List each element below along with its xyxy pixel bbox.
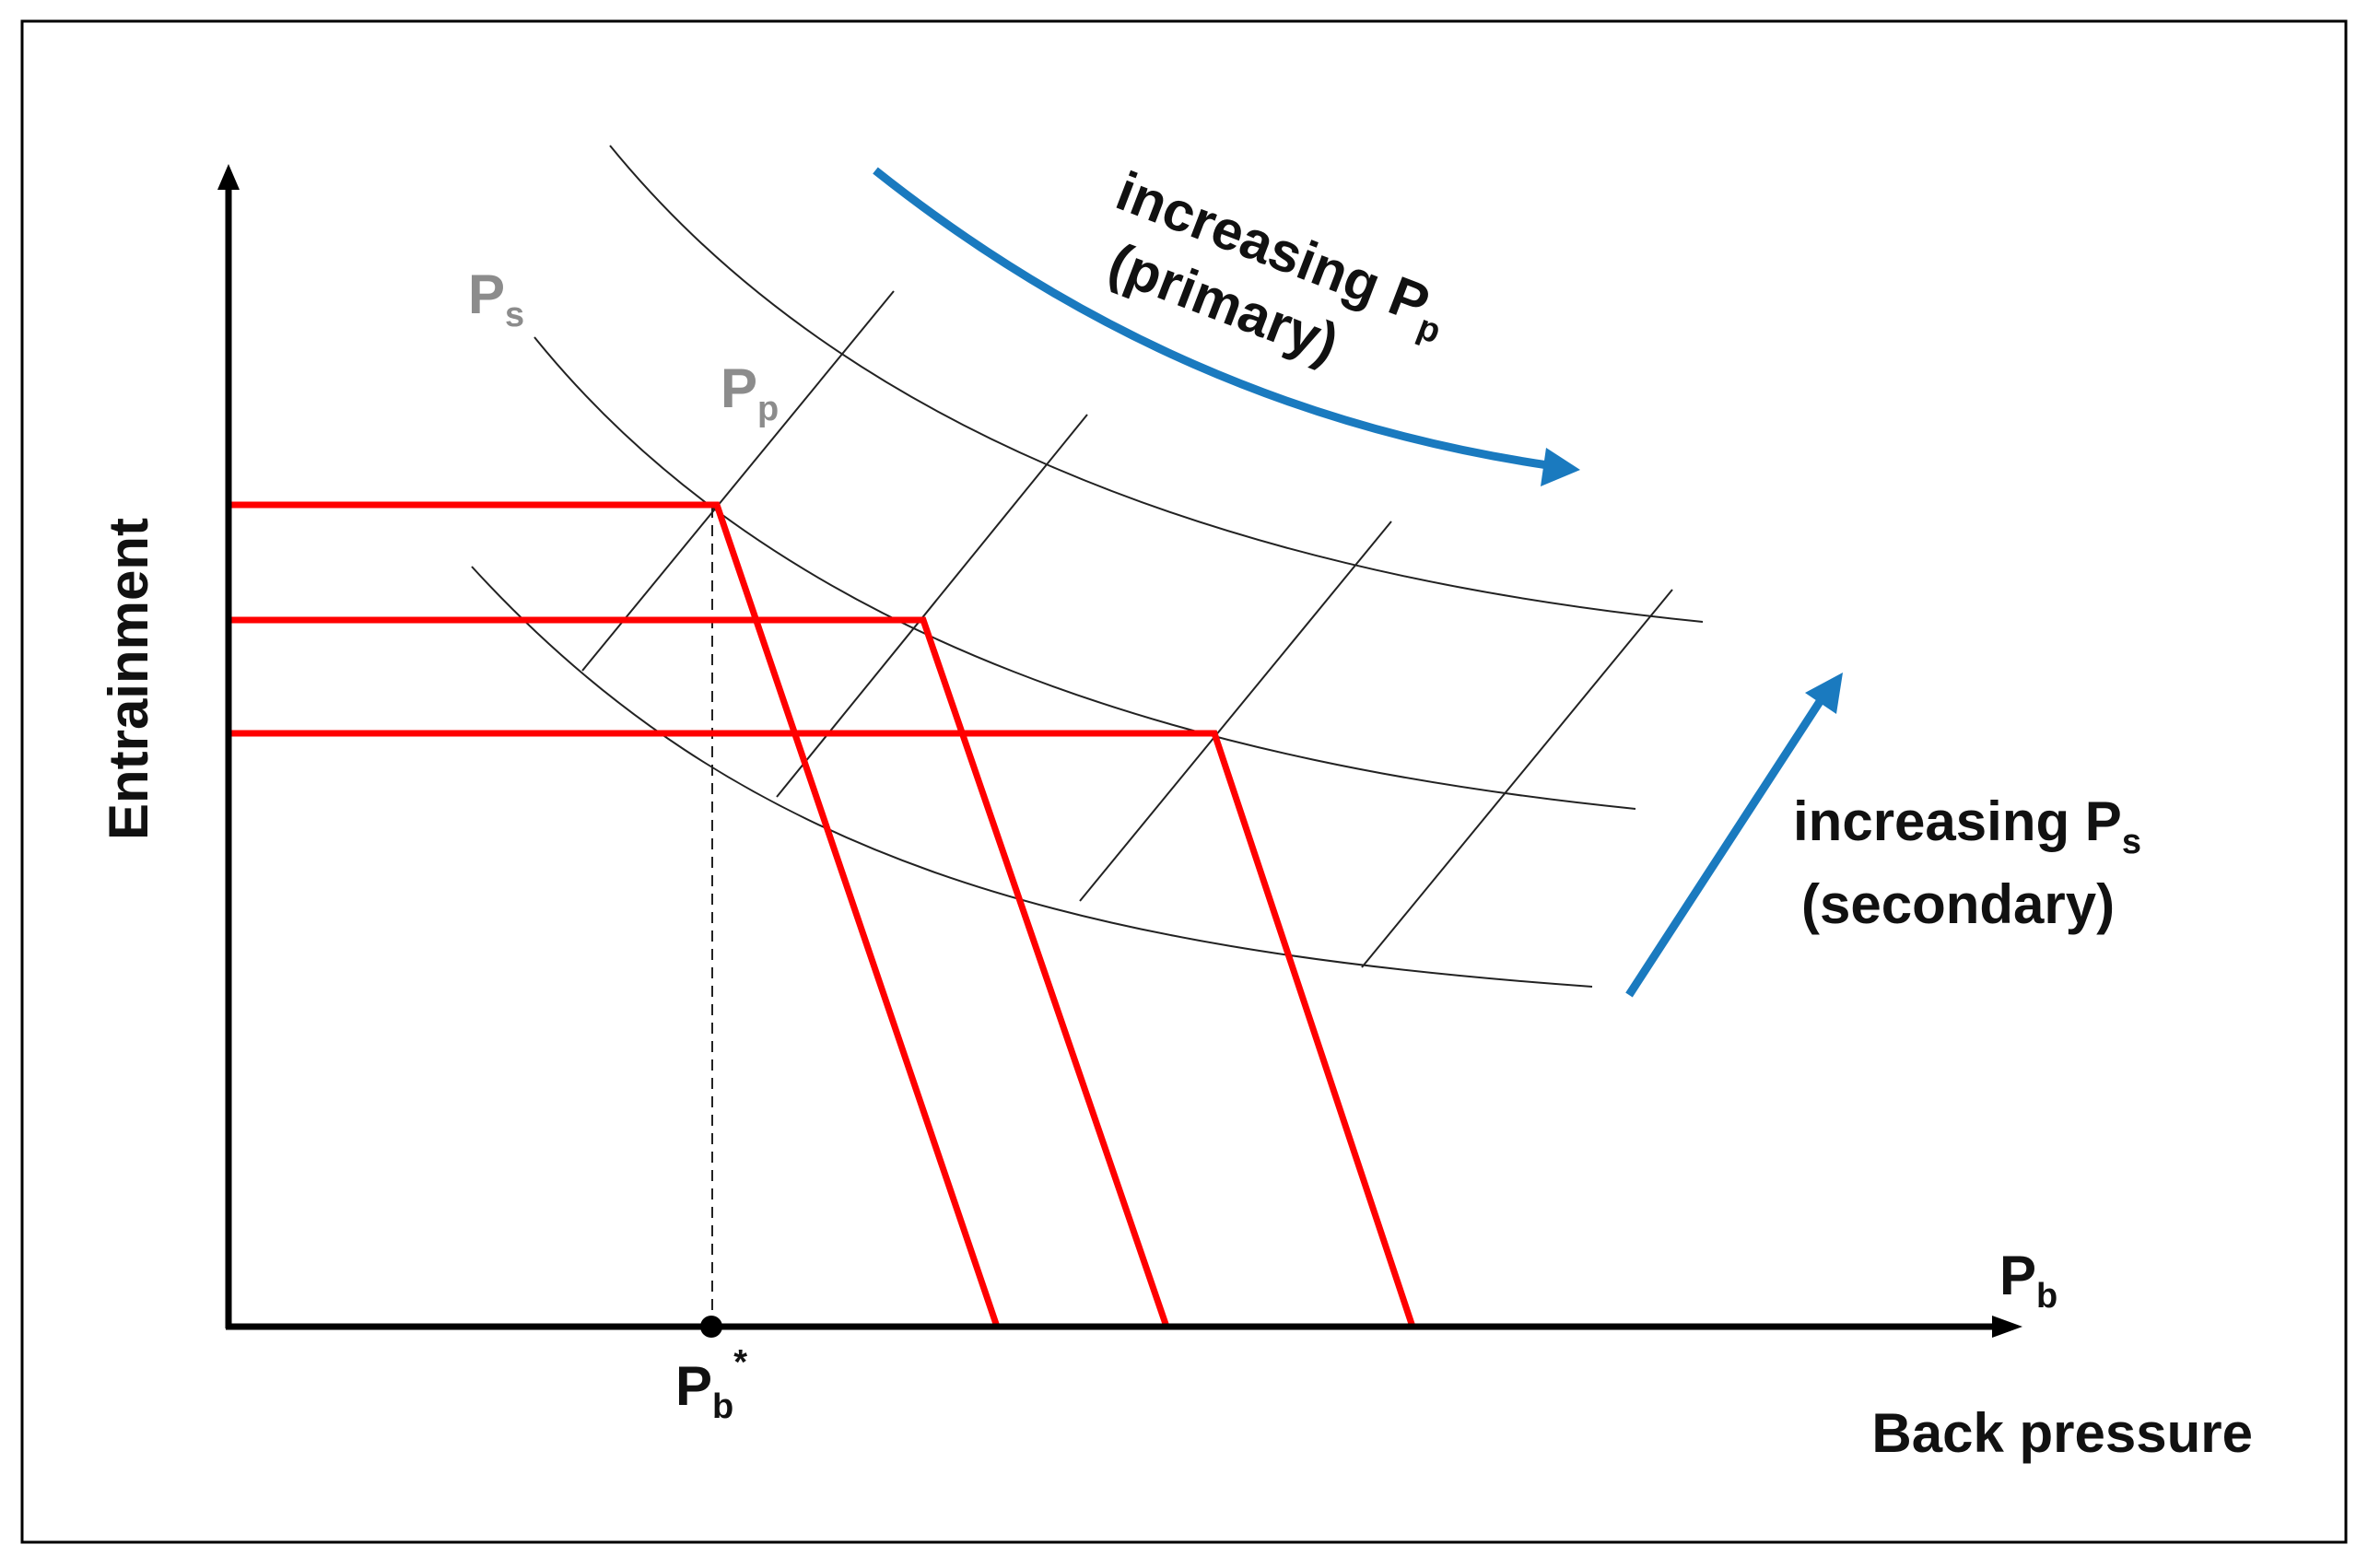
secondary-arrow-head — [1805, 673, 1843, 714]
secondary-annotation-line1: increasing Ps — [1793, 790, 2141, 861]
primary-arrow-shaft — [873, 167, 1549, 470]
x-axis-symbol: Pb — [1999, 1245, 2057, 1316]
critical-point-symbol-sup: * — [733, 1343, 747, 1382]
critical-point-dot — [700, 1316, 722, 1338]
secondary-curve-label: Ps — [468, 263, 524, 334]
figure-frame — [20, 19, 2348, 1544]
pp-line-2 — [776, 414, 1088, 798]
curve-lower — [471, 566, 1593, 988]
x-axis-symbol-sub: b — [2036, 1277, 2057, 1316]
critical-point-symbol-sub: b — [712, 1387, 733, 1426]
secondary-curve-label-sub: s — [505, 296, 524, 334]
curve-upper — [609, 145, 1704, 623]
axes — [217, 164, 2022, 1338]
pp-line-4 — [1361, 589, 1673, 968]
secondary-curve-label-main: P — [468, 263, 505, 325]
secondary-arrow-shaft — [1625, 697, 1824, 998]
primary-line-label-sub: p — [757, 390, 779, 428]
y-axis-arrowhead — [217, 164, 240, 190]
primary-line-label: Pp — [721, 357, 779, 428]
curve-middle — [533, 336, 1636, 810]
y-axis-label: Entrainment — [98, 518, 159, 840]
characteristic-line-1 — [229, 501, 1001, 1328]
secondary-pressure-curves — [471, 145, 1704, 988]
x-axis-label: Back pressure — [1871, 1402, 2253, 1464]
pp-line-3 — [1079, 521, 1392, 902]
characteristic-lines — [229, 501, 1416, 1328]
critical-point-symbol-main: P — [675, 1355, 712, 1417]
secondary-annotation-line1-main: increasing P — [1793, 790, 2122, 852]
characteristic-line-3 — [229, 730, 1416, 1328]
critical-point-label: Pb* — [675, 1343, 747, 1426]
x-axis-symbol-main: P — [1999, 1245, 2036, 1306]
secondary-annotation-line2: (secondary) — [1801, 873, 2115, 935]
primary-annotation: increasing Pp (primary) — [1101, 159, 1446, 374]
primary-line-label-main: P — [721, 357, 757, 419]
pp-line-1 — [581, 290, 895, 672]
primary-arrow-head — [1541, 448, 1580, 486]
secondary-annotation-line1-sub: s — [2122, 823, 2141, 861]
trend-arrows — [873, 167, 1843, 998]
x-axis-arrowhead — [1992, 1316, 2022, 1338]
characteristic-line-2 — [229, 616, 1170, 1328]
